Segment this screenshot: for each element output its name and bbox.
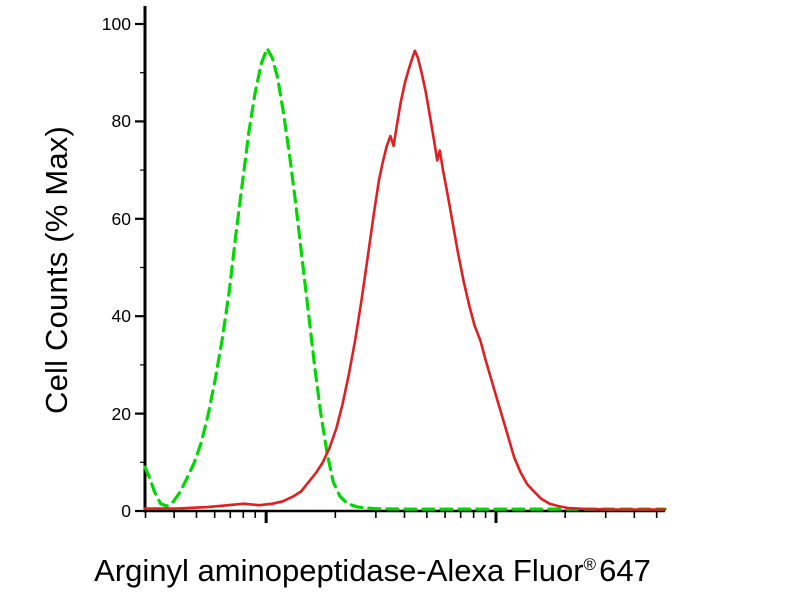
y-tick-label: 40: [111, 306, 131, 327]
y-tick-label: 0: [121, 501, 131, 521]
y-tick-label: 60: [111, 208, 131, 229]
y-tick-label: 100: [101, 14, 131, 34]
y-tick-label: 80: [111, 111, 131, 132]
x-axis-label-suffix: 647: [599, 553, 651, 588]
y-axis-label: Cell Counts (% Max): [39, 125, 74, 415]
registered-trademark-icon: ®: [583, 554, 597, 574]
x-axis-label-text: Arginyl aminopeptidase-Alexa Fluor: [94, 553, 584, 588]
y-tick-label: 20: [111, 403, 131, 424]
x-axis-label: Arginyl aminopeptidase-Alexa Fluor®647: [0, 553, 745, 589]
curve-red-solid-stained: [143, 49, 667, 511]
curve-green-dashed-control: [143, 46, 667, 511]
